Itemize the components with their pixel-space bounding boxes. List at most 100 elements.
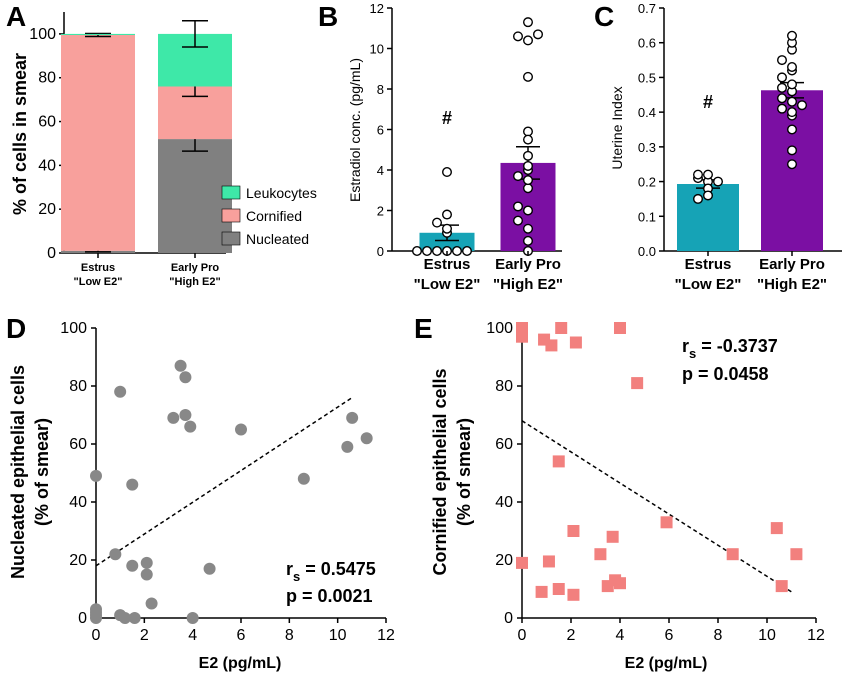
data-point bbox=[432, 245, 443, 256]
data-point bbox=[442, 209, 453, 220]
panel-d-ylabel-line1: Nucleated epithelial cells bbox=[8, 365, 28, 579]
data-point bbox=[462, 245, 473, 256]
panel-d-stat-r-symbol: r bbox=[286, 559, 293, 579]
y-tick-label: 20 bbox=[38, 201, 56, 218]
data-point bbox=[787, 30, 798, 41]
x-tick-label: 12 bbox=[807, 627, 825, 644]
data-point bbox=[552, 455, 565, 468]
panel-c-ylabel: Uterine Index bbox=[609, 86, 625, 169]
data-point bbox=[513, 215, 524, 226]
panel-e-fit-line bbox=[521, 420, 792, 593]
panel-c: C Uterine Index 0.0 0.1 0.2 0.3 0.4 0.5 0.6 0.7… bbox=[594, 1, 842, 293]
legend-label-nucleated: Nucleated bbox=[246, 231, 309, 247]
x-tick-label: 4 bbox=[616, 627, 625, 644]
panel-a-legend: Leukocytes Cornified Nucleated bbox=[221, 185, 317, 247]
category-label: Early Pro bbox=[495, 256, 561, 273]
data-point bbox=[179, 409, 192, 421]
y-tick-label: 80 bbox=[69, 378, 87, 395]
data-point bbox=[726, 548, 739, 561]
data-point bbox=[523, 235, 534, 246]
data-point bbox=[703, 169, 714, 180]
y-tick-label: 80 bbox=[38, 70, 56, 87]
data-point bbox=[535, 585, 548, 598]
data-point bbox=[179, 371, 192, 384]
x-tick-label: 8 bbox=[285, 627, 294, 644]
y-tick-label: 0.1 bbox=[638, 209, 656, 224]
data-point bbox=[513, 171, 524, 182]
y-tick-label: 80 bbox=[495, 378, 513, 395]
panel-e: E Cornified epithelial cells (% of smear… bbox=[414, 313, 825, 672]
data-point bbox=[533, 29, 544, 40]
category-label: "Low E2" bbox=[414, 276, 481, 293]
y-tick-label: 0.0 bbox=[638, 244, 656, 259]
y-tick-label: 20 bbox=[495, 552, 513, 569]
panel-e-ylabel-line2: (% of smear) bbox=[454, 418, 474, 526]
data-point bbox=[787, 124, 798, 135]
y-tick-label: 0.7 bbox=[638, 1, 656, 16]
data-point bbox=[513, 201, 524, 212]
data-point bbox=[777, 93, 788, 104]
panel-d-stat-r: rs = 0.5475 bbox=[286, 559, 376, 584]
panel-d-stat-p: p = 0.0021 bbox=[286, 586, 373, 606]
panel-a: A % of cells in smear 0 20 40 60 80 100 Estru… bbox=[6, 1, 317, 288]
data-point bbox=[184, 420, 197, 433]
y-tick-label: 20 bbox=[69, 552, 87, 569]
panel-e-stat-r-subscript: s bbox=[689, 346, 696, 361]
y-tick-label: 100 bbox=[60, 320, 87, 337]
data-point bbox=[119, 612, 131, 624]
y-tick-label: 6 bbox=[377, 123, 384, 138]
data-point bbox=[787, 62, 798, 73]
panel-e-stat-r-value: = -0.3737 bbox=[696, 336, 778, 356]
category-label: Early Pro bbox=[171, 262, 220, 274]
x-tick-label: 4 bbox=[188, 627, 197, 644]
panel-d-fit-line bbox=[95, 396, 353, 567]
y-tick-label: 10 bbox=[370, 42, 384, 57]
y-tick-label: 0 bbox=[504, 610, 513, 627]
x-tick-label: 8 bbox=[714, 627, 723, 644]
data-point bbox=[787, 79, 798, 90]
panel-e-ticks: 0 20 40 60 80 100 0 2 4 6 8 10 12 bbox=[486, 320, 825, 644]
data-point bbox=[545, 339, 558, 352]
y-tick-label: 100 bbox=[486, 320, 513, 337]
data-point bbox=[167, 411, 180, 424]
y-tick-label: 100 bbox=[29, 26, 56, 43]
x-tick-label: 0 bbox=[518, 627, 527, 644]
panel-b-categories: Estrus "Low E2" Early Pro "High E2" bbox=[414, 251, 563, 293]
x-tick-label: 10 bbox=[758, 627, 776, 644]
panel-c-significance-mark: # bbox=[703, 92, 713, 112]
data-point bbox=[412, 245, 423, 256]
category-label: "Low E2" bbox=[675, 276, 742, 293]
panel-a-categories: Estrus "Low E2" Early Pro "High E2" bbox=[74, 253, 221, 288]
data-point bbox=[186, 612, 199, 624]
y-tick-label: 12 bbox=[370, 1, 384, 16]
data-point bbox=[109, 548, 122, 561]
data-point bbox=[703, 190, 714, 201]
y-tick-label: 0.2 bbox=[638, 175, 656, 190]
y-tick-label: 60 bbox=[38, 114, 56, 131]
x-tick-label: 6 bbox=[237, 627, 246, 644]
data-point bbox=[569, 336, 582, 349]
panel-e-stat-r-symbol: r bbox=[682, 336, 689, 356]
y-tick-label: 40 bbox=[69, 494, 87, 511]
legend-swatch-cornified bbox=[221, 208, 241, 223]
x-tick-label: 12 bbox=[377, 627, 395, 644]
y-tick-label: 0.4 bbox=[638, 105, 656, 120]
panel-e-xlabel: E2 (pg/mL) bbox=[625, 655, 708, 672]
data-point bbox=[552, 583, 565, 595]
data-point bbox=[346, 411, 359, 424]
data-point bbox=[126, 559, 139, 572]
data-point bbox=[787, 145, 798, 156]
category-label: Estrus bbox=[424, 256, 471, 273]
panel-d-stat-r-subscript: s bbox=[293, 569, 300, 584]
data-point bbox=[145, 597, 158, 610]
panel-d-label: D bbox=[6, 313, 26, 344]
data-point bbox=[555, 322, 568, 334]
panel-a-label: A bbox=[6, 1, 26, 32]
data-point bbox=[777, 103, 788, 114]
category-label: Estrus bbox=[81, 262, 115, 274]
data-point bbox=[140, 556, 153, 569]
data-point bbox=[114, 385, 127, 398]
stacked-bar-segment-leukocytes bbox=[61, 33, 135, 36]
data-point bbox=[126, 478, 139, 491]
panel-c-yticks: 0.0 0.1 0.2 0.3 0.4 0.5 0.6 0.7 bbox=[638, 1, 664, 259]
